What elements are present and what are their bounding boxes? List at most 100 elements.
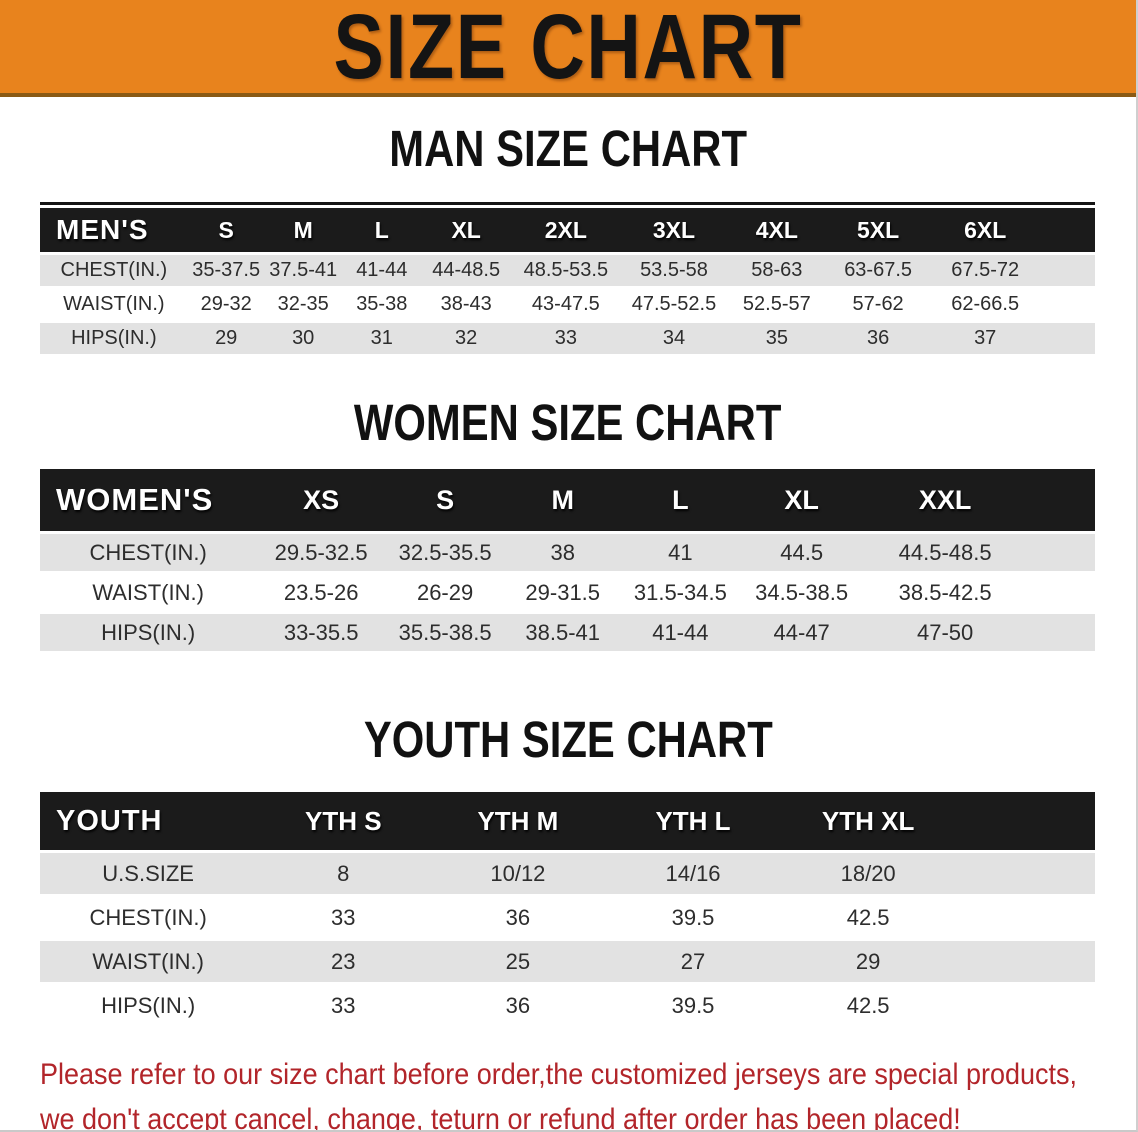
size-column-header: YTH XL xyxy=(780,792,956,850)
size-value: 42.5 xyxy=(780,897,956,938)
size-value: 34 xyxy=(621,323,727,354)
row-pad-cell xyxy=(955,985,1095,1026)
size-value: 35 xyxy=(726,323,827,354)
size-value: 41-44 xyxy=(341,255,422,286)
size-value: 8 xyxy=(256,853,431,894)
row-pad-cell xyxy=(1041,323,1095,354)
size-value: 31.5-34.5 xyxy=(621,574,740,611)
size-value: 29 xyxy=(780,941,956,982)
size-value: 44-47 xyxy=(739,614,864,651)
size-value: 62-66.5 xyxy=(929,289,1042,320)
size-value: 35.5-38.5 xyxy=(386,614,505,651)
size-value: 41-44 xyxy=(621,614,740,651)
size-value: 38 xyxy=(504,534,622,571)
youth-header-row: YOUTH YTH S YTH M YTH L YTH XL xyxy=(40,792,1095,850)
row-pad-cell xyxy=(955,941,1095,982)
size-column-header: L xyxy=(621,469,740,531)
table-group-label: MEN'S xyxy=(40,208,188,252)
page-title: SIZE CHART xyxy=(333,0,803,97)
table-group-label: YOUTH xyxy=(40,792,257,850)
size-value: 48.5-53.5 xyxy=(510,255,622,286)
size-column-header: S xyxy=(386,469,505,531)
size-value: 47-50 xyxy=(863,614,1027,651)
men-size-table: MEN'S S M L XL 2XL 3XL 4XL 5XL 6XL CHEST(IN.) 35-3… xyxy=(40,202,1095,357)
youth-section-heading-text: YOUTH SIZE CHART xyxy=(363,711,773,768)
size-value: 38.5-41 xyxy=(504,614,622,651)
size-value: 39.5 xyxy=(605,897,781,938)
disclaimer-line-2: we don't accept cancel, change, teturn o… xyxy=(40,1100,1136,1130)
size-value: 33 xyxy=(510,323,622,354)
disclaimer-line-1-text: Please refer to our size chart before or… xyxy=(40,1058,1078,1091)
size-value: 36 xyxy=(826,323,930,354)
size-value: 36 xyxy=(430,897,606,938)
size-value: 29-31.5 xyxy=(504,574,622,611)
size-value: 44-48.5 xyxy=(421,255,511,286)
size-value: 32-35 xyxy=(264,289,342,320)
size-value: 41 xyxy=(621,534,740,571)
size-column-header: 2XL xyxy=(510,208,622,252)
header-pad-cell xyxy=(1041,208,1095,252)
table-row: CHEST(IN.) 33 36 39.5 42.5 xyxy=(40,897,1095,938)
size-value: 33 xyxy=(256,897,431,938)
row-pad-cell xyxy=(1041,289,1095,320)
row-pad-cell xyxy=(1041,255,1095,286)
size-value: 37 xyxy=(929,323,1042,354)
table-row: CHEST(IN.) 35-37.5 37.5-41 41-44 44-48.5 48.5… xyxy=(40,255,1095,286)
size-value: 29.5-32.5 xyxy=(256,534,387,571)
men-header-row: MEN'S S M L XL 2XL 3XL 4XL 5XL 6XL xyxy=(40,208,1095,252)
size-column-header: XXL xyxy=(863,469,1027,531)
size-value: 43-47.5 xyxy=(510,289,622,320)
size-value: 18/20 xyxy=(780,853,956,894)
row-label: WAIST(IN.) xyxy=(40,574,257,611)
row-label: U.S.SIZE xyxy=(40,853,257,894)
table-row: WAIST(IN.) 23.5-26 26-29 29-31.5 31.5-34.5 34… xyxy=(40,574,1095,611)
row-label: WAIST(IN.) xyxy=(40,941,257,982)
men-section: MAN SIZE CHART MEN'S S M L XL 2XL 3XL 4XL 5XL 6XL… xyxy=(0,119,1136,357)
size-value: 38.5-42.5 xyxy=(863,574,1027,611)
size-value: 39.5 xyxy=(605,985,781,1026)
table-row: CHEST(IN.) 29.5-32.5 32.5-35.5 38 41 44.5 44.5… xyxy=(40,534,1095,571)
header-pad-cell xyxy=(955,792,1095,850)
row-pad-cell xyxy=(1026,614,1095,651)
size-value: 42.5 xyxy=(780,985,956,1026)
size-value: 34.5-38.5 xyxy=(739,574,864,611)
size-value: 25 xyxy=(430,941,606,982)
men-section-heading-text: MAN SIZE CHART xyxy=(389,120,747,177)
table-row: HIPS(IN.) 33-35.5 35.5-38.5 38.5-41 41-44 44-… xyxy=(40,614,1095,651)
size-value: 52.5-57 xyxy=(726,289,827,320)
youth-section: YOUTH SIZE CHART YOUTH YTH S YTH M YTH L YTH… xyxy=(0,710,1136,1029)
row-label: CHEST(IN.) xyxy=(40,897,257,938)
row-label: HIPS(IN.) xyxy=(40,985,257,1026)
size-value: 29 xyxy=(187,323,265,354)
banner: SIZE CHART xyxy=(0,0,1136,97)
men-section-heading: MAN SIZE CHART xyxy=(0,119,1136,178)
size-value: 44.5 xyxy=(739,534,864,571)
size-value: 30 xyxy=(264,323,342,354)
row-pad-cell xyxy=(1026,574,1095,611)
size-column-header: XL xyxy=(739,469,864,531)
row-pad-cell xyxy=(955,897,1095,938)
size-value: 47.5-52.5 xyxy=(621,289,727,320)
size-value: 32 xyxy=(421,323,511,354)
header-pad-cell xyxy=(1026,469,1095,531)
row-pad-cell xyxy=(955,853,1095,894)
size-value: 10/12 xyxy=(430,853,606,894)
size-value: 37.5-41 xyxy=(264,255,342,286)
size-value: 31 xyxy=(341,323,422,354)
size-value: 35-38 xyxy=(341,289,422,320)
youth-section-heading: YOUTH SIZE CHART xyxy=(0,710,1136,769)
size-value: 53.5-58 xyxy=(621,255,727,286)
size-column-header: YTH M xyxy=(430,792,606,850)
size-column-header: S xyxy=(187,208,265,252)
size-value: 29-32 xyxy=(187,289,265,320)
table-row: WAIST(IN.) 23 25 27 29 xyxy=(40,941,1095,982)
women-section: WOMEN SIZE CHART WOMEN'S XS S M L XL XXL CHEST… xyxy=(0,393,1136,654)
size-value: 67.5-72 xyxy=(929,255,1042,286)
size-value: 33 xyxy=(256,985,431,1026)
table-row: HIPS(IN.) 29 30 31 32 33 34 35 36 37 xyxy=(40,323,1095,354)
youth-size-table: YOUTH YTH S YTH M YTH L YTH XL U.S.SIZE 8 10/1… xyxy=(40,789,1095,1029)
size-value: 23 xyxy=(256,941,431,982)
disclaimer-line-1: Please refer to our size chart before or… xyxy=(40,1055,1136,1100)
row-label: HIPS(IN.) xyxy=(40,614,257,651)
